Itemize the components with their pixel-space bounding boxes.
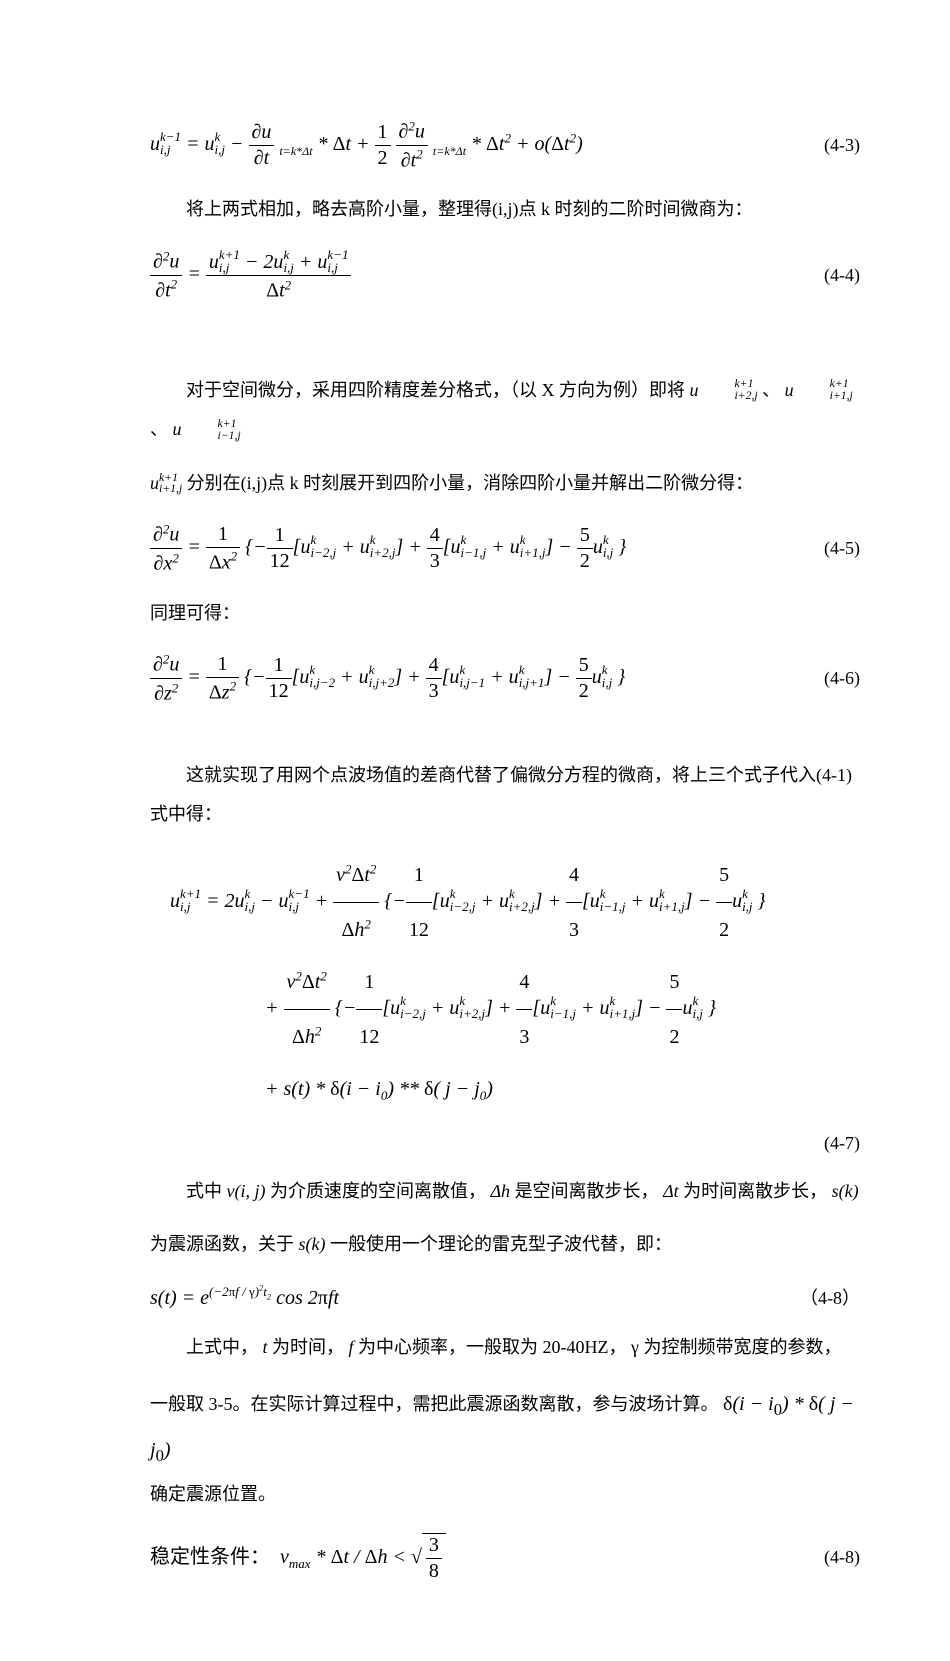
p6-3: 为中心频率，一般取为 20-40HZ， [358, 1337, 627, 1357]
equation-4-8b-number: (4-8) [824, 1547, 860, 1568]
p5-5: 为震源函数，关于 [150, 1234, 299, 1254]
equation-4-6: ∂2u∂z2 = 1Δz2 {−112[uki,j−2 + uki,j+2] +… [150, 651, 625, 705]
inline-u-i1j: uk+1i+1,j [785, 380, 853, 400]
p5-2: 为介质速度的空间离散值， [270, 1181, 486, 1201]
paragraph-p5b: 为震源函数，关于 s(k) 一般使用一个理论的雷克型子波代替，即： [150, 1225, 860, 1265]
inline-dt: Δt [663, 1181, 679, 1201]
inline-sk: s(k) [832, 1181, 859, 1201]
inline-vij: v(i, j) [227, 1181, 266, 1201]
p5-1: 式中 [186, 1181, 227, 1201]
p6-4: 为控制频带宽度的参数， [644, 1337, 842, 1357]
equation-4-3-number: (4-3) [824, 135, 860, 156]
equation-4-4-row: ∂2u∂t2 = uk+1i,j − 2uki,j + uk−1i,j Δt2 … [150, 248, 860, 303]
equation-4-5-number: (4-5) [824, 538, 860, 559]
paragraph-p1: 将上两式相加，略去高阶小量，整理得(i,j)点 k 时刻的二阶时间微商为： [150, 190, 860, 230]
equation-4-8b-row: 稳定性条件： vmax * Δt / Δh < 38 (4-8) [150, 1533, 860, 1583]
equation-4-5-row: ∂2u∂x2 = 1Δx2 {−112[uki−2,j + uki+2,j] +… [150, 521, 860, 575]
p5-6: 一般使用一个理论的雷克型子波代替，即： [330, 1234, 672, 1254]
equation-4-6-number: (4-6) [824, 668, 860, 689]
equation-4-4-number: (4-4) [824, 265, 860, 286]
inline-u-im1j: uk+1i−1,j [173, 419, 241, 439]
paragraph-p3: 同理可得： [150, 594, 860, 634]
p6-1: 上式中， [186, 1337, 258, 1357]
equation-4-4: ∂2u∂t2 = uk+1i,j − 2uki,j + uk−1i,j Δt2 [150, 248, 351, 303]
inline-sk2: s(k) [299, 1234, 326, 1254]
equation-4-8a: s(t) = e(−2πf / γ)2t2 cos 2πft [150, 1283, 339, 1310]
p7-2: 确定震源位置。 [150, 1484, 276, 1504]
inline-u-i1j2: uk+1i+1,j [150, 473, 182, 493]
paragraph-p2-line1: 对于空间微分，采用四阶精度差分格式，（以 X 方向为例）即将 uk+1i+2,j… [150, 371, 860, 450]
equation-4-7: uk+1i,j = 2uki,j − uk−1i,j + v2Δt2Δh2 {−… [170, 849, 860, 1115]
p6-2: 为时间， [272, 1337, 349, 1357]
equation-4-8a-row: s(t) = e(−2πf / γ)2t2 cos 2πft （4-8） [150, 1283, 860, 1310]
equation-4-3-row: uk−1i,j = uki,j − ∂u∂t t=k*Δt * Δt + 12 … [150, 118, 860, 172]
equation-4-8b: 稳定性条件： vmax * Δt / Δh < 38 [150, 1533, 446, 1583]
inline-u-i2j: uk+1i+2,j [690, 380, 758, 400]
p5-3: 是空间离散步长， [515, 1181, 659, 1201]
equation-4-3: uk−1i,j = uki,j − ∂u∂t t=k*Δt * Δt + 12 … [150, 118, 583, 172]
inline-dh: Δh [490, 1181, 510, 1201]
p4-text: 这就实现了用网个点波场值的差商代替了偏微分方程的微商，将上三个式子代入(4-1)… [150, 765, 852, 825]
p7-1: 一般取 3-5。在实际计算过程中，需把此震源函数离散，参与波场计算。 [150, 1394, 719, 1414]
p2-text-1: 对于空间微分，采用四阶精度差分格式，（以 X 方向为例）即将 [186, 380, 690, 400]
inline-t: t [263, 1337, 268, 1357]
equation-4-6-row: ∂2u∂z2 = 1Δz2 {−112[uki,j−2 + uki,j+2] +… [150, 651, 860, 705]
equation-4-5: ∂2u∂x2 = 1Δx2 {−112[uki−2,j + uki+2,j] +… [150, 521, 626, 575]
paragraph-p5: 式中 v(i, j) 为介质速度的空间离散值， Δh 是空间离散步长， Δt 为… [150, 1172, 860, 1212]
p8-label: 稳定性条件： [150, 1546, 270, 1568]
paragraph-p6: 上式中， t 为时间， f 为中心频率，一般取为 20-40HZ， γ 为控制频… [150, 1328, 860, 1368]
inline-gamma: γ [631, 1337, 639, 1357]
paragraph-p4: 这就实现了用网个点波场值的差商代替了偏微分方程的微商，将上三个式子代入(4-1)… [150, 756, 860, 835]
page-content: uk−1i,j = uki,j − ∂u∂t t=k*Δt * Δt + 12 … [0, 0, 950, 1661]
p2-text-2: 分别在(i,j)点 k 时刻展开到四阶小量，消除四阶小量并解出二阶微分得： [187, 473, 754, 493]
equation-4-7-num-row: (4-7) [150, 1133, 860, 1154]
paragraph-p2-line2: uk+1i+1,j 分别在(i,j)点 k 时刻展开到四阶小量，消除四阶小量并解… [150, 464, 860, 504]
inline-f: f [349, 1337, 354, 1357]
p5-4: 为时间离散步长， [683, 1181, 827, 1201]
paragraph-p7: 一般取 3-5。在实际计算过程中，需把此震源函数离散，参与波场计算。 δ(i −… [150, 1382, 860, 1515]
equation-4-7-number: (4-7) [824, 1133, 860, 1154]
equation-4-8a-number: （4-8） [800, 1284, 860, 1310]
